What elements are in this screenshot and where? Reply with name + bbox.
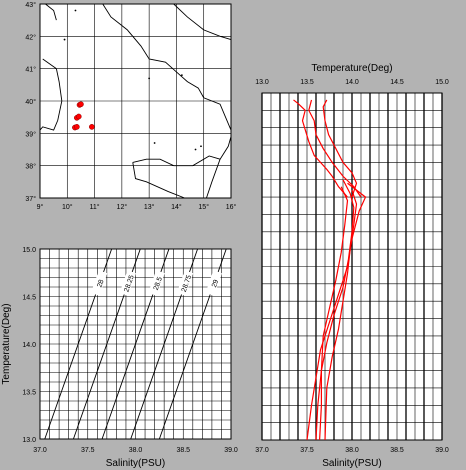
map-coastline <box>173 3 232 40</box>
map-x-tick-label: 10° <box>62 203 73 211</box>
ts-y-tick-label: 13.0 <box>22 437 36 444</box>
ts-x-tick-label: 38.0 <box>129 447 143 454</box>
ts-y-tick-label: 13.5 <box>22 390 36 397</box>
ts-isopycnal-label: 28 <box>96 279 105 289</box>
profile-top-tick-label: 14.5 <box>390 79 404 86</box>
profile-top-tick-label: 15.0 <box>435 79 449 86</box>
temperature-profile-line <box>293 99 348 198</box>
map-island <box>200 145 202 148</box>
profile-bottom-tick-label: 38.5 <box>390 447 404 454</box>
map-x-tick-label: 16° <box>226 203 237 211</box>
map-coastline <box>39 58 63 131</box>
map-x-tick-label: 11° <box>90 203 100 211</box>
ts-isopycnal-label: 29 <box>211 279 220 289</box>
ts-isopycnal-label-bg <box>119 270 136 296</box>
map-y-tick-label: 43° <box>25 1 36 9</box>
salinity-profile-line <box>319 186 349 441</box>
ts-isopycnal-label: 28.5 <box>153 276 164 291</box>
map-island <box>74 9 77 12</box>
map-x-tick-label: 13° <box>144 203 155 211</box>
map-coastline <box>45 3 57 21</box>
temperature-profile-line <box>308 99 362 198</box>
map-island <box>148 77 151 80</box>
ts-isopycnal-label-bg <box>148 270 165 296</box>
map-x-tick-label: 12° <box>117 203 128 211</box>
ts-isopycnal-label-bg <box>90 270 108 296</box>
profile-top-axis-title: Temperature(Deg) <box>311 63 392 74</box>
profile-bottom-tick-label: 39.0 <box>435 447 449 454</box>
map-y-tick-label: 39° <box>25 130 36 138</box>
ts-isopycnal-label-bg <box>176 270 194 296</box>
map-y-tick-label: 38° <box>25 163 36 171</box>
map-y-tick-label: 40° <box>25 98 36 106</box>
temperature-profile-line <box>322 99 358 198</box>
profile-bottom-axis-title: Salinity(PSU) <box>322 458 381 469</box>
map-island <box>194 148 197 151</box>
map-station-marker <box>88 124 95 130</box>
map-station-marker <box>73 124 80 130</box>
salinity-profile-line <box>306 182 367 441</box>
map-x-tick-label: 9° <box>37 203 44 211</box>
profile-bottom-tick-label: 37.5 <box>300 447 314 454</box>
salinity-profile-line <box>324 189 358 441</box>
map-coastline <box>102 3 232 131</box>
map-island <box>63 38 66 41</box>
ts-isopycnal-label-group: 28 <box>90 270 108 296</box>
profile-top-tick-label: 13.0 <box>255 79 269 86</box>
ts-y-tick-label: 15.0 <box>22 247 36 254</box>
profile-bottom-tick-label: 37.0 <box>255 447 269 454</box>
ts-y-tick-label: 14.0 <box>22 342 36 349</box>
ts-y-axis-title: Temperature(Deg) <box>1 303 12 384</box>
map-y-tick-label: 37° <box>25 195 36 203</box>
ts-isopycnal-label-group: 28.5 <box>148 270 165 296</box>
ts-isopycnal-label-group: 29 <box>205 270 222 296</box>
map-coastline <box>132 162 185 199</box>
map-station-marker <box>75 113 82 120</box>
ts-x-axis-title: Salinity(PSU) <box>106 458 165 469</box>
map-y-tick-label: 42° <box>25 33 36 41</box>
map-y-tick-label: 41° <box>25 66 36 74</box>
map-coastline <box>132 155 221 199</box>
map-coastline <box>219 136 232 160</box>
map-island <box>180 74 183 77</box>
ts-x-tick-label: 37.5 <box>81 447 95 454</box>
ts-x-tick-label: 39.0 <box>224 447 238 454</box>
profile-top-tick-label: 13.5 <box>300 79 314 86</box>
profile-top-tick-label: 14.0 <box>345 79 359 86</box>
map-island <box>153 142 156 144</box>
ts-y-tick-label: 14.5 <box>22 295 36 302</box>
map-station-marker <box>78 101 84 108</box>
salinity-profile-line <box>315 179 355 441</box>
ts-x-tick-label: 38.5 <box>176 447 190 454</box>
ts-isopycnal-label-bg <box>205 270 222 296</box>
profile-bottom-tick-label: 38.0 <box>345 447 359 454</box>
map-x-tick-label: 14° <box>171 203 182 211</box>
map-x-tick-label: 15° <box>198 203 209 211</box>
ts-x-tick-label: 37.0 <box>33 447 47 454</box>
